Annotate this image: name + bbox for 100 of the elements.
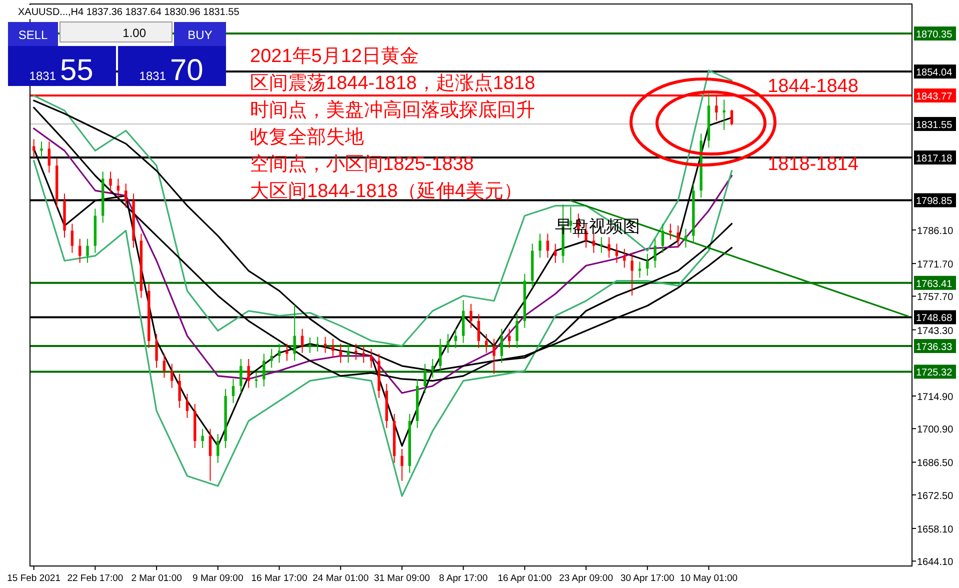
candlestick: [155, 333, 158, 368]
candlestick: [170, 363, 174, 388]
candlestick: [178, 373, 181, 408]
ref-line-label: 1870.35: [916, 30, 953, 40]
candlestick: [40, 141, 43, 158]
y-tick-label: 1686.50: [917, 458, 954, 470]
annotation: 收复全部失地: [250, 126, 364, 148]
candlestick: [262, 353, 266, 387]
candlestick: [201, 428, 204, 449]
candlestick: [370, 348, 373, 368]
candlestick: [278, 343, 281, 364]
candlestick: [608, 236, 610, 258]
ref-line-label: 1725.32: [916, 368, 953, 379]
x-tick-label: 24 Mar 01:00: [312, 573, 369, 584]
candlestick: [615, 243, 618, 264]
candlestick: [438, 338, 442, 374]
annotation: 2021年5月12日黄金: [250, 46, 419, 67]
candlestick: [600, 236, 603, 254]
ref-line-label: 1736.33: [916, 342, 953, 354]
annotation: 时间点，美盘冲高回落或探底回升: [250, 99, 535, 121]
candlestick: [346, 343, 350, 364]
candlestick: [316, 336, 319, 352]
ref-line-label: 1748.68: [916, 313, 953, 324]
annotation: 1.00: [122, 26, 146, 40]
x-tick-label: 16 Apr 01:00: [498, 573, 552, 584]
candlestick: [484, 333, 488, 354]
candlestick: [424, 363, 426, 394]
candlestick: [400, 448, 404, 482]
x-tick-label: 2 Mar 01:00: [131, 573, 182, 584]
candlestick: [661, 223, 664, 254]
candlestick: [332, 338, 334, 358]
y-tick-label: 1743.30: [917, 326, 954, 337]
candlestick: [646, 253, 649, 276]
ref-line-label: 1831.55: [916, 120, 953, 131]
candlestick: [538, 233, 542, 258]
candlestick: [78, 238, 82, 264]
candlestick: [722, 99, 726, 130]
x-tick-label: 15 Feb 2021: [7, 573, 61, 584]
candlestick: [70, 223, 74, 254]
candlestick: [48, 141, 51, 174]
y-tick-label: 1771.70: [917, 260, 954, 271]
candlestick: [516, 313, 518, 348]
annotation: 1831: [29, 69, 56, 83]
annotation: 55: [60, 54, 94, 87]
x-tick-label: 23 Apr 09:00: [559, 573, 613, 584]
x-tick-label: 10 May 01:00: [680, 573, 738, 584]
candlestick: [592, 233, 596, 254]
ref-line-label: 1763.41: [916, 278, 953, 290]
candlestick: [270, 348, 273, 368]
candlestick: [362, 345, 365, 364]
annotation: 1831: [139, 69, 166, 83]
y-tick-label: 1658.10: [917, 524, 954, 536]
annotation: SELL: [18, 28, 48, 42]
candlestick: [186, 393, 189, 418]
annotation: 大区间1844-1818（延伸4美元）: [250, 180, 522, 202]
x-tick-label: 31 Mar 09:00: [374, 573, 430, 584]
x-tick-label: 22 Feb 17:00: [67, 573, 124, 584]
ref-line-label: 1798.85: [916, 196, 953, 208]
candlestick: [638, 261, 642, 278]
candlestick: [232, 378, 235, 404]
annotation: 1844-1848: [768, 76, 858, 97]
y-tick-label: 1757.70: [917, 292, 954, 304]
candlestick: [86, 238, 89, 264]
candlestick: [431, 358, 434, 378]
candlestick: [730, 109, 734, 126]
x-tick-label: 16 Mar 17:00: [251, 573, 308, 584]
candlestick: [116, 178, 120, 198]
annotation: BUY: [188, 28, 212, 42]
candlestick: [546, 233, 550, 258]
ref-line-label: 1843.77: [916, 91, 953, 102]
y-tick-label: 1714.90: [917, 392, 954, 403]
ref-line-label: 1817.18: [916, 153, 953, 164]
candlestick: [508, 328, 511, 348]
candlestick: [240, 358, 242, 394]
candlestick: [286, 343, 288, 362]
candlestick: [293, 304, 296, 362]
candlestick: [124, 183, 128, 208]
ref-line-label: 1854.04: [916, 68, 953, 79]
y-tick-label: 1644.10: [917, 557, 954, 568]
candlestick: [477, 313, 480, 348]
candlestick: [162, 353, 166, 378]
candlestick: [247, 358, 250, 388]
candlestick: [32, 138, 36, 158]
candlestick: [470, 303, 472, 328]
candlestick: [654, 238, 656, 268]
annotation: 70: [170, 54, 204, 87]
y-tick-label: 1672.50: [917, 490, 954, 502]
candlestick: [109, 171, 112, 194]
candlestick: [492, 338, 496, 374]
candlestick: [254, 372, 258, 388]
x-tick-label: 30 Apr 17:00: [620, 573, 674, 584]
candlestick: [630, 253, 634, 296]
annotation: 1818-1814: [768, 154, 859, 175]
candlestick: [339, 343, 342, 364]
candlestick: [454, 328, 458, 348]
x-tick-label: 9 Mar 09:00: [192, 573, 244, 584]
annotation: 区间震荡1844-1818，起涨点1818: [250, 73, 536, 94]
y-tick-label: 1700.90: [917, 424, 954, 436]
candlestick: [300, 328, 304, 354]
candlestick: [208, 428, 212, 482]
